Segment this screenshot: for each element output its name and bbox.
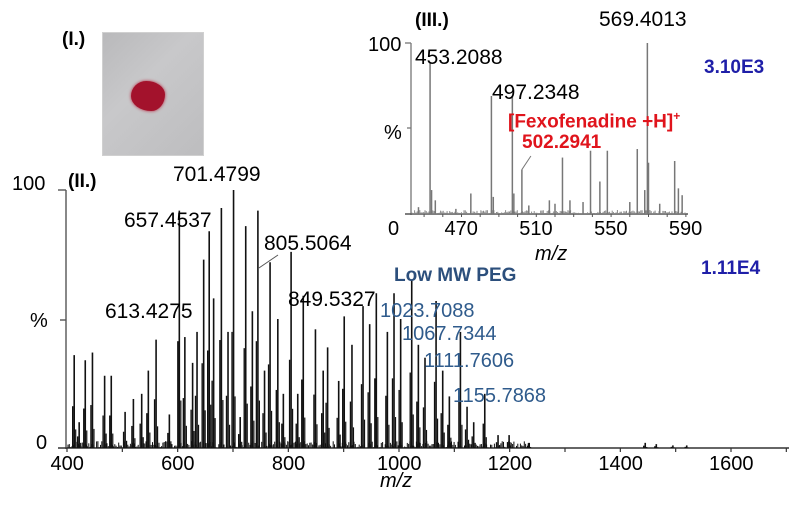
inset-peak-label-569: 569.4013 — [599, 8, 687, 31]
panel-label-inset: (III.) — [415, 10, 449, 31]
peak-label-849: 849.5327 — [288, 288, 376, 311]
inset-x-label: m/z — [535, 243, 568, 265]
inset-peak-label-453: 453.2088 — [415, 46, 503, 69]
fexofenadine-mz: 502.2941 — [522, 132, 602, 153]
peak-label-657: 657.4537 — [124, 209, 212, 232]
peak-label-805: 805.5064 — [264, 232, 352, 255]
main-x-label: m/z — [380, 470, 413, 492]
leader-lines — [258, 155, 532, 269]
main-x-tick-1200: 1200 — [487, 453, 533, 475]
inset-spectrum — [411, 43, 686, 214]
inset-x-tick-550: 550 — [594, 218, 628, 240]
inset-intensity: 3.10E3 — [704, 57, 765, 78]
peg-label-1111: 1111.7606 — [424, 350, 515, 372]
inset-x-tick-510: 510 — [519, 218, 553, 240]
main-y-top: 100 — [12, 173, 46, 195]
peg-label: Low MW PEG — [394, 265, 517, 286]
peg-label-1067: 1067.7344 — [402, 323, 497, 345]
main-y-percent: % — [30, 310, 48, 332]
panel-label-photo: (I.) — [62, 29, 86, 50]
blood-stain — [131, 81, 165, 111]
peak-label-613: 613.4275 — [105, 300, 193, 323]
main-x-tick-400: 400 — [50, 453, 84, 475]
fexofenadine-charge: + — [673, 109, 681, 123]
inset-y-zero: 0 — [388, 218, 400, 240]
fexofenadine-label-text: [Fexofenadine +H] — [508, 111, 674, 133]
inset-x-tick-590: 590 — [668, 218, 703, 240]
sample-photo — [102, 32, 204, 156]
main-x-tick-1000: 1000 — [377, 453, 422, 475]
peak-label-701: 701.4799 — [173, 163, 261, 186]
main-x-tick-1600: 1600 — [709, 453, 754, 475]
panel-label-main: (II.) — [68, 171, 97, 192]
inset-peak-label-497: 497.2348 — [492, 81, 580, 104]
peg-label-1023: 1023.7088 — [380, 300, 475, 322]
peg-label-1155: 1155.7868 — [453, 385, 547, 407]
inset-x-tick-470: 470 — [444, 218, 478, 240]
main-x-tick-800: 800 — [271, 453, 306, 475]
main-y-zero: 0 — [36, 432, 48, 454]
inset-y-percent: % — [384, 122, 402, 144]
inset-y-top: 100 — [368, 34, 402, 56]
fexofenadine-label: [Fexofenadine +H]+ — [508, 109, 680, 133]
main-spectrum — [67, 190, 689, 448]
main-x-tick-1400: 1400 — [598, 453, 643, 475]
main-intensity: 1.11E4 — [701, 258, 761, 279]
main-x-tick-600: 600 — [161, 453, 195, 475]
